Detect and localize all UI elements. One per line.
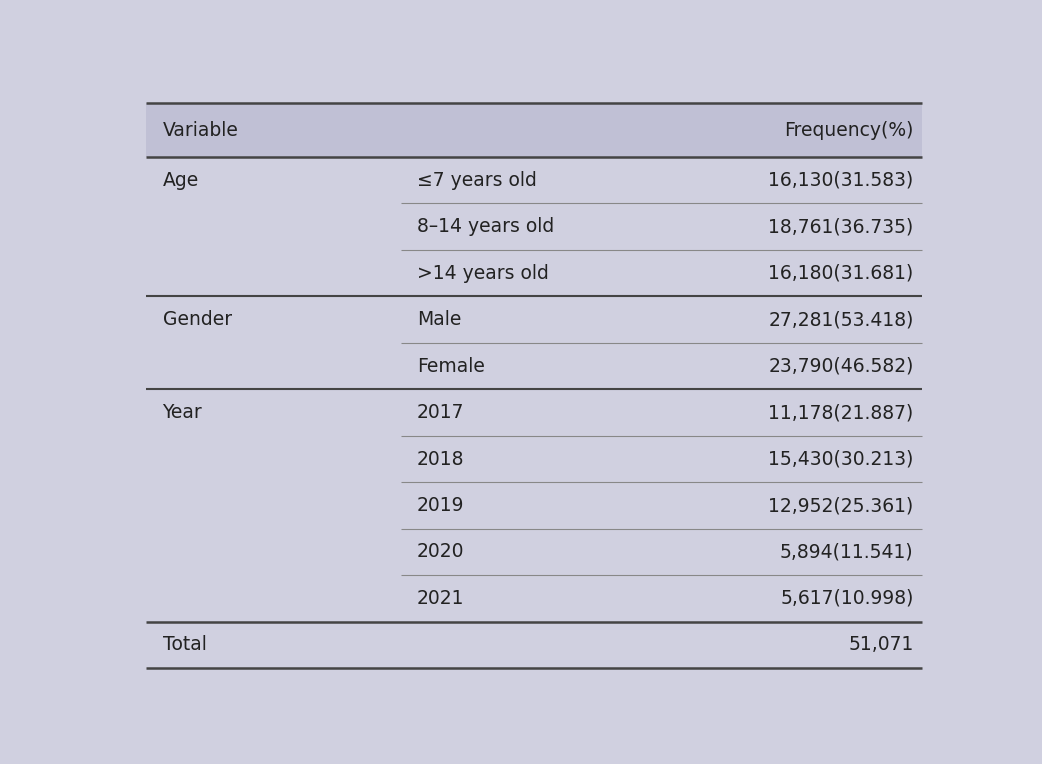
Text: Year: Year [163,403,202,422]
Text: Female: Female [417,357,485,376]
Text: Age: Age [163,170,199,189]
Text: Total: Total [163,636,206,655]
Text: 16,130(31.583): 16,130(31.583) [768,170,914,189]
Text: 2020: 2020 [417,542,465,562]
Text: 18,761(36.735): 18,761(36.735) [768,217,914,236]
Text: 5,617(10.998): 5,617(10.998) [780,589,914,608]
Text: Male: Male [417,310,462,329]
Text: 15,430(30.213): 15,430(30.213) [768,449,914,468]
Text: 16,180(31.681): 16,180(31.681) [768,264,914,283]
Text: 11,178(21.887): 11,178(21.887) [768,403,914,422]
Text: 12,952(25.361): 12,952(25.361) [768,496,914,515]
Bar [146,103,922,157]
Text: 8–14 years old: 8–14 years old [417,217,554,236]
Text: Gender: Gender [163,310,231,329]
Text: 2018: 2018 [417,449,465,468]
Text: 2017: 2017 [417,403,465,422]
Text: 27,281(53.418): 27,281(53.418) [768,310,914,329]
Text: 5,894(11.541): 5,894(11.541) [780,542,914,562]
Text: ≤7 years old: ≤7 years old [417,170,537,189]
Text: 23,790(46.582): 23,790(46.582) [768,357,914,376]
Text: 51,071: 51,071 [848,636,914,655]
Text: 2021: 2021 [417,589,465,608]
Text: 2019: 2019 [417,496,465,515]
Text: >14 years old: >14 years old [417,264,549,283]
Text: Frequency(%): Frequency(%) [785,121,914,140]
Text: Variable: Variable [163,121,239,140]
